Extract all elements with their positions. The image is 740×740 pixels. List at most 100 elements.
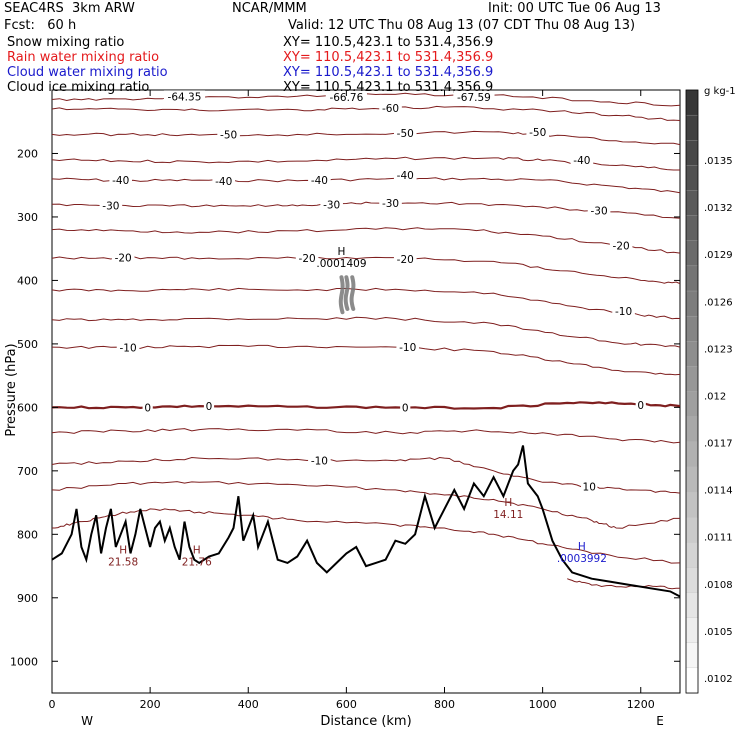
maximum-marker: H (193, 544, 201, 556)
colorbar-tick-label: .0129 (704, 250, 733, 261)
contour-line (51, 316, 681, 348)
colorbar-cell (685, 391, 699, 418)
colorbar-cell (685, 89, 699, 116)
colorbar-frame (685, 89, 699, 694)
contour-label: 10 (583, 482, 596, 494)
init-time: Init: 00 UTC Tue 06 Aug 13 (488, 1, 661, 16)
terrain-line (51, 445, 681, 598)
colorbar-tick-label: .0117 (704, 439, 733, 450)
x-tick-label: 0 (49, 698, 56, 711)
colorbar: .0135 .0132 .0129 .0126 .0123 .012 .0117 .0114.… (685, 89, 733, 694)
contour-label-bg (526, 125, 550, 138)
contour-label-bg (396, 341, 420, 354)
east-label: E (656, 714, 664, 728)
colorbar-cell (685, 466, 699, 493)
contour-label-bg (212, 174, 236, 187)
colorbar-tick-label: .012 (704, 391, 726, 402)
x-tick-label: 400 (238, 698, 259, 711)
contour-label-bg (587, 204, 611, 217)
contour-label: -60 (382, 103, 399, 115)
colorbar-cell (685, 441, 699, 468)
contour-label: 0 (637, 400, 644, 412)
temperature-contours (51, 92, 681, 590)
maximum-value: 21.76 (182, 556, 212, 568)
forecast-hour: Fcst: 60 h (4, 18, 77, 33)
colorbar-cell (685, 140, 699, 167)
colorbar-tick-label: .0132 (704, 203, 733, 214)
colorbar-cell (685, 240, 699, 267)
colorbar-tick-label: .0111 (704, 533, 733, 544)
x-tick-label: 800 (434, 698, 455, 711)
y-tick-label: 900 (17, 592, 38, 605)
colorbar-cell (685, 642, 699, 669)
contour-label: -50 (529, 127, 546, 139)
valid-time: Valid: 12 UTC Thu 08 Aug 13 (07 CDT Thu … (288, 18, 636, 33)
contour-line (51, 130, 681, 146)
contour-label-bg (581, 480, 598, 493)
y-tick-label: 400 (17, 274, 38, 287)
contour-label-bg (99, 199, 123, 212)
contour-label: -64.35 (168, 91, 202, 103)
contour-label-bg (325, 90, 367, 103)
plot-frame (51, 89, 681, 694)
contour-label: -10 (615, 306, 632, 318)
colorbar-cell (685, 265, 699, 292)
contour-line (51, 287, 681, 320)
colorbar-tick-label: .0102 (704, 674, 733, 685)
contour-label: -40 (215, 176, 232, 188)
maximum-marker: H (338, 246, 346, 258)
contour-line (51, 177, 681, 194)
maximum-value: 21.58 (108, 556, 138, 568)
contour-label-bg (612, 304, 635, 317)
x-tick-label: 1000 (529, 698, 557, 711)
colorbar-tick-label: .0126 (704, 297, 733, 308)
contour-label-bg (203, 400, 215, 413)
field-label-cloud-ice: Cloud ice mixing ratio (7, 80, 150, 95)
x-tick-label: 200 (140, 698, 161, 711)
maximum-marker: H (578, 541, 586, 553)
contour-label: -40 (573, 155, 590, 167)
colorbar-tick-label: .0114 (704, 486, 733, 497)
contour-label-bg (570, 153, 594, 166)
colorbar-cell (685, 165, 699, 192)
contour-label: -50 (220, 129, 237, 141)
colorbar-cell (685, 592, 699, 619)
contour-label-bg (635, 398, 646, 411)
contour-label-bg (393, 127, 417, 140)
colorbar-cell (685, 315, 699, 342)
contour-label-bg (393, 252, 417, 265)
cloud-ice-streak (338, 275, 345, 315)
cloud-ice-streak (343, 275, 350, 311)
contour-label-bg (320, 198, 343, 211)
x-tick-label: 1200 (627, 698, 655, 711)
contour-label: -20 (397, 254, 414, 266)
contour-label: -30 (102, 201, 119, 213)
terrain-path (51, 445, 681, 598)
x-axis-label: Distance (km) (320, 714, 411, 729)
contour-label-bg (609, 239, 633, 252)
contour-line (51, 105, 681, 121)
maximum-value: .0001409 (316, 258, 366, 270)
contour-label-bg (111, 251, 135, 264)
contour-label: 0 (206, 401, 213, 413)
contour-label: -40 (397, 170, 414, 182)
contour-label-bg (116, 341, 140, 354)
contour-label: -20 (115, 253, 132, 265)
maximum-marker: H (504, 497, 512, 509)
contour-label: -40 (112, 175, 129, 187)
y-tick-label: 700 (17, 465, 38, 478)
contour-label: 0 (402, 402, 409, 414)
west-label: W (81, 714, 93, 728)
cloud-ice-streak (349, 275, 356, 311)
x-tick-label: 600 (336, 698, 357, 711)
cloud-ice-features (338, 275, 356, 315)
colorbar-cell (685, 190, 699, 217)
y-axis-label: Pressure (hPa) (4, 343, 19, 436)
colorbar-cell (685, 416, 699, 443)
field-label-snow: Snow mixing ratio (7, 35, 125, 50)
contour-label: -40 (311, 175, 328, 187)
maximum-value: .0003992 (557, 553, 607, 565)
contour-label-bg (308, 454, 331, 467)
maximum-value: 14.11 (493, 509, 523, 521)
